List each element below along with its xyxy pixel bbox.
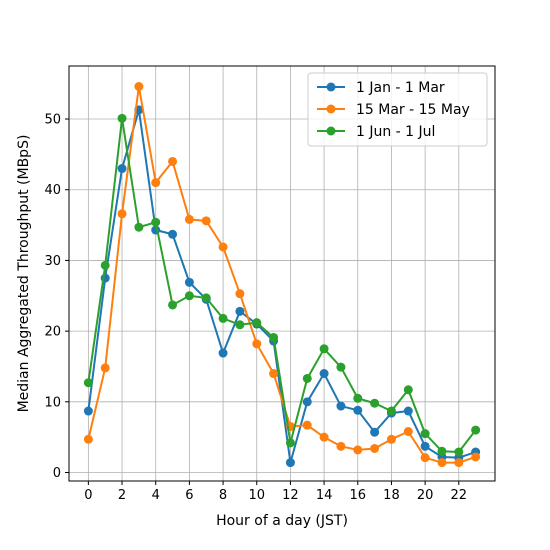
y-tick-label: 30 xyxy=(44,254,61,269)
data-point xyxy=(134,223,143,232)
data-point xyxy=(320,433,329,442)
data-point xyxy=(101,261,110,270)
data-point xyxy=(252,318,261,327)
data-point xyxy=(303,374,312,383)
legend-label: 1 Jun - 1 Jul xyxy=(356,124,435,140)
data-point xyxy=(168,300,177,309)
data-point xyxy=(219,242,228,251)
y-tick-label: 50 xyxy=(44,113,61,128)
data-point xyxy=(185,291,194,300)
data-point xyxy=(168,230,177,239)
data-point xyxy=(151,218,160,227)
tick-layer: 0 2 4 6 8 10 12 14 16 18 20 22 0 10 20 30 40 50 xyxy=(44,113,467,503)
data-point xyxy=(303,397,312,406)
data-point xyxy=(252,339,261,348)
data-point xyxy=(387,435,396,444)
data-point xyxy=(404,427,413,436)
x-tick-label: 4 xyxy=(152,488,160,503)
data-point xyxy=(471,426,480,435)
y-axis-title: Median Aggregated Throughput (MBpS) xyxy=(16,135,32,413)
data-point xyxy=(84,407,93,416)
data-point xyxy=(168,157,177,166)
data-point xyxy=(421,453,430,462)
data-point xyxy=(454,448,463,457)
x-tick-label: 18 xyxy=(383,488,400,503)
x-tick-label: 20 xyxy=(417,488,434,503)
data-point xyxy=(101,363,110,372)
x-tick-label: 6 xyxy=(185,488,193,503)
data-point xyxy=(336,402,345,411)
data-point xyxy=(118,209,127,218)
data-point xyxy=(219,349,228,358)
y-tick-label: 40 xyxy=(44,183,61,198)
legend-marker xyxy=(327,83,336,92)
x-tick-label: 12 xyxy=(282,488,299,503)
data-point xyxy=(353,445,362,454)
data-point xyxy=(269,369,278,378)
x-tick-label: 8 xyxy=(219,488,227,503)
data-point xyxy=(269,333,278,342)
data-point xyxy=(370,428,379,437)
legend: 1 Jan - 1 Mar 15 Mar - 15 May 1 Jun - 1 Ju… xyxy=(308,73,487,146)
y-tick-label: 20 xyxy=(44,325,61,340)
data-point xyxy=(320,344,329,353)
data-point xyxy=(286,458,295,467)
y-tick-label: 0 xyxy=(53,466,61,481)
y-tick-label: 10 xyxy=(44,395,61,410)
data-point xyxy=(404,407,413,416)
data-point xyxy=(118,164,127,173)
legend-label: 15 Mar - 15 May xyxy=(356,102,470,118)
data-point xyxy=(353,406,362,415)
x-tick-label: 2 xyxy=(118,488,126,503)
data-point xyxy=(134,82,143,91)
data-point xyxy=(202,216,211,225)
data-point xyxy=(235,320,244,329)
series-line xyxy=(88,110,475,463)
data-point xyxy=(336,442,345,451)
x-axis-title: Hour of a day (JST) xyxy=(216,513,348,529)
x-tick-label: 10 xyxy=(248,488,265,503)
data-point xyxy=(421,429,430,438)
data-point xyxy=(370,399,379,408)
x-tick-label: 16 xyxy=(349,488,366,503)
data-point xyxy=(84,435,93,444)
data-point xyxy=(185,278,194,287)
data-point xyxy=(219,314,228,323)
data-point xyxy=(404,385,413,394)
data-point xyxy=(235,307,244,316)
legend-label: 1 Jan - 1 Mar xyxy=(356,80,445,96)
data-point xyxy=(437,447,446,456)
legend-marker xyxy=(327,127,336,136)
x-tick-label: 0 xyxy=(84,488,92,503)
x-tick-label: 14 xyxy=(316,488,333,503)
data-point xyxy=(185,215,194,224)
data-point xyxy=(84,378,93,387)
data-point xyxy=(387,407,396,416)
data-point xyxy=(421,442,430,451)
data-point xyxy=(353,394,362,403)
data-point xyxy=(286,438,295,447)
x-tick-label: 22 xyxy=(451,488,468,503)
data-point xyxy=(235,289,244,298)
data-point xyxy=(151,178,160,187)
data-point xyxy=(336,363,345,372)
data-point xyxy=(370,444,379,453)
data-point xyxy=(303,421,312,430)
data-point xyxy=(454,458,463,467)
data-point xyxy=(118,114,127,123)
data-point xyxy=(471,452,480,461)
data-point xyxy=(437,458,446,467)
series-1 xyxy=(84,105,480,467)
legend-marker xyxy=(327,105,336,114)
data-point xyxy=(202,293,211,302)
data-point xyxy=(320,369,329,378)
